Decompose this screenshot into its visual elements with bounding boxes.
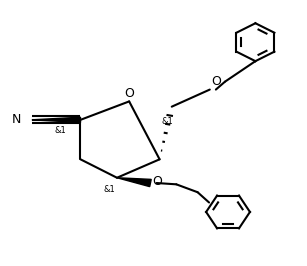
Text: O: O (211, 75, 221, 88)
Text: O: O (153, 175, 162, 188)
Text: &1: &1 (55, 126, 67, 135)
Text: O: O (124, 87, 134, 100)
Text: N: N (12, 113, 21, 126)
Text: &1: &1 (103, 185, 115, 194)
Text: &1: &1 (161, 117, 173, 126)
Polygon shape (32, 117, 80, 122)
Polygon shape (117, 178, 151, 187)
